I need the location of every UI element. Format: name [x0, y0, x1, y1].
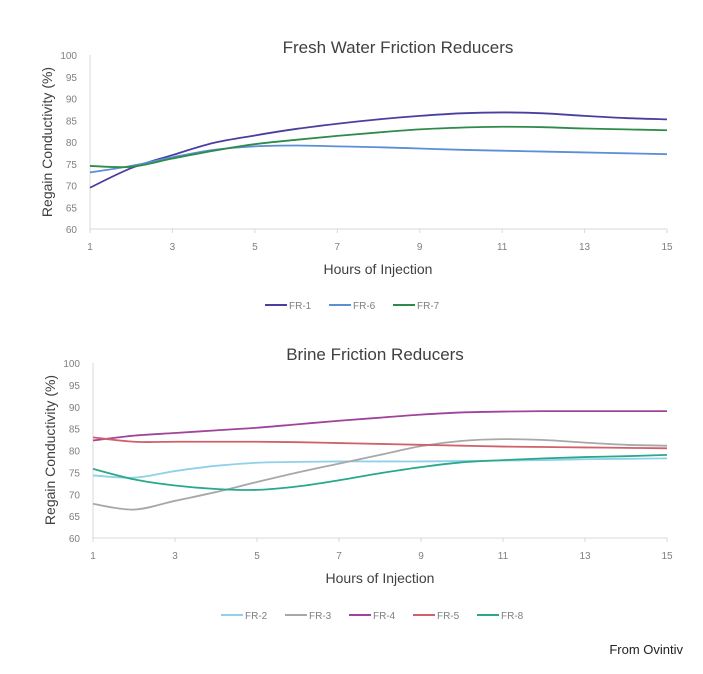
- x-tick-label: 15: [661, 551, 673, 562]
- legend-item-fr-7: FR-7: [393, 301, 440, 312]
- y-tick-label: 95: [69, 381, 81, 392]
- series-line-fr-8: [92, 453, 668, 491]
- y-tick-label: 85: [66, 116, 78, 127]
- x-tick-label: 13: [579, 242, 591, 253]
- x-tick-label: 15: [661, 242, 673, 253]
- y-tick-label: 75: [69, 468, 81, 479]
- legend-label: FR-4: [373, 611, 396, 622]
- x-tick-label: 9: [418, 551, 424, 562]
- y-tick-label: 90: [69, 403, 81, 414]
- chart-title: Brine Friction Reducers: [286, 345, 464, 364]
- source-note: From Ovintiv: [609, 642, 683, 657]
- series-line-fr-5: [92, 436, 668, 450]
- series-line-fr-4: [92, 410, 667, 442]
- legend-label: FR-6: [353, 301, 376, 312]
- x-tick-label: 3: [170, 242, 176, 253]
- y-tick-label: 65: [69, 512, 81, 523]
- legend-label: FR-2: [245, 611, 268, 622]
- chart-brine: Brine Friction Reducers Hours of Injecti…: [42, 345, 673, 622]
- x-tick-label: 5: [252, 242, 258, 253]
- x-tick-label: 11: [497, 242, 508, 253]
- y-tick-label: 75: [66, 160, 78, 171]
- x-tick-label: 9: [417, 242, 423, 253]
- y-tick-label: 80: [69, 447, 81, 458]
- x-tick-label: 7: [335, 242, 341, 253]
- legend-label: FR-3: [309, 611, 332, 622]
- x-tick-label: 1: [90, 551, 96, 562]
- y-tick-label: 85: [69, 425, 81, 436]
- y-tick-label: 90: [66, 95, 78, 106]
- y-tick-label: 70: [66, 182, 78, 193]
- x-tick-label: 11: [498, 551, 509, 562]
- y-axis-label: Regain Conductivity (%): [42, 375, 58, 525]
- chart-title: Fresh Water Friction Reducers: [283, 38, 514, 57]
- series-line-fr-7: [89, 125, 668, 169]
- series-line-fr-2: [92, 457, 668, 479]
- series-line-fr-3: [92, 438, 668, 511]
- legend-label: FR-5: [437, 611, 460, 622]
- y-tick-label: 65: [66, 203, 78, 214]
- y-tick-label: 60: [66, 225, 78, 236]
- legend-item-fr-2: FR-2: [221, 611, 268, 622]
- y-tick-label: 100: [60, 51, 77, 62]
- x-axis-label: Hours of Injection: [324, 261, 433, 277]
- legend-label: FR-7: [417, 301, 440, 312]
- x-tick-label: 3: [172, 551, 178, 562]
- legend-item-fr-6: FR-6: [329, 301, 376, 312]
- legend-item-fr-3: FR-3: [285, 611, 332, 622]
- y-axis-label: Regain Conductivity (%): [39, 67, 55, 217]
- y-tick-label: 60: [69, 534, 81, 545]
- x-tick-label: 7: [336, 551, 342, 562]
- x-tick-label: 5: [254, 551, 260, 562]
- x-axis-label: Hours of Injection: [326, 570, 435, 586]
- chart-fresh-water: Fresh Water Friction Reducers Hours of I…: [39, 38, 673, 312]
- series-line-fr-1: [89, 111, 668, 189]
- x-tick-label: 13: [579, 551, 591, 562]
- legend-label: FR-8: [501, 611, 524, 622]
- legend-item-fr-5: FR-5: [413, 611, 460, 622]
- legend-item-fr-8: FR-8: [477, 611, 524, 622]
- y-tick-label: 70: [69, 490, 81, 501]
- series-line-fr-6: [89, 144, 668, 174]
- x-tick-label: 1: [87, 242, 93, 253]
- y-tick-label: 95: [66, 73, 78, 84]
- legend-item-fr-1: FR-1: [265, 301, 312, 312]
- legend-label: FR-1: [289, 301, 312, 312]
- y-tick-label: 80: [66, 138, 78, 149]
- y-tick-label: 100: [63, 359, 80, 370]
- legend-item-fr-4: FR-4: [349, 611, 396, 622]
